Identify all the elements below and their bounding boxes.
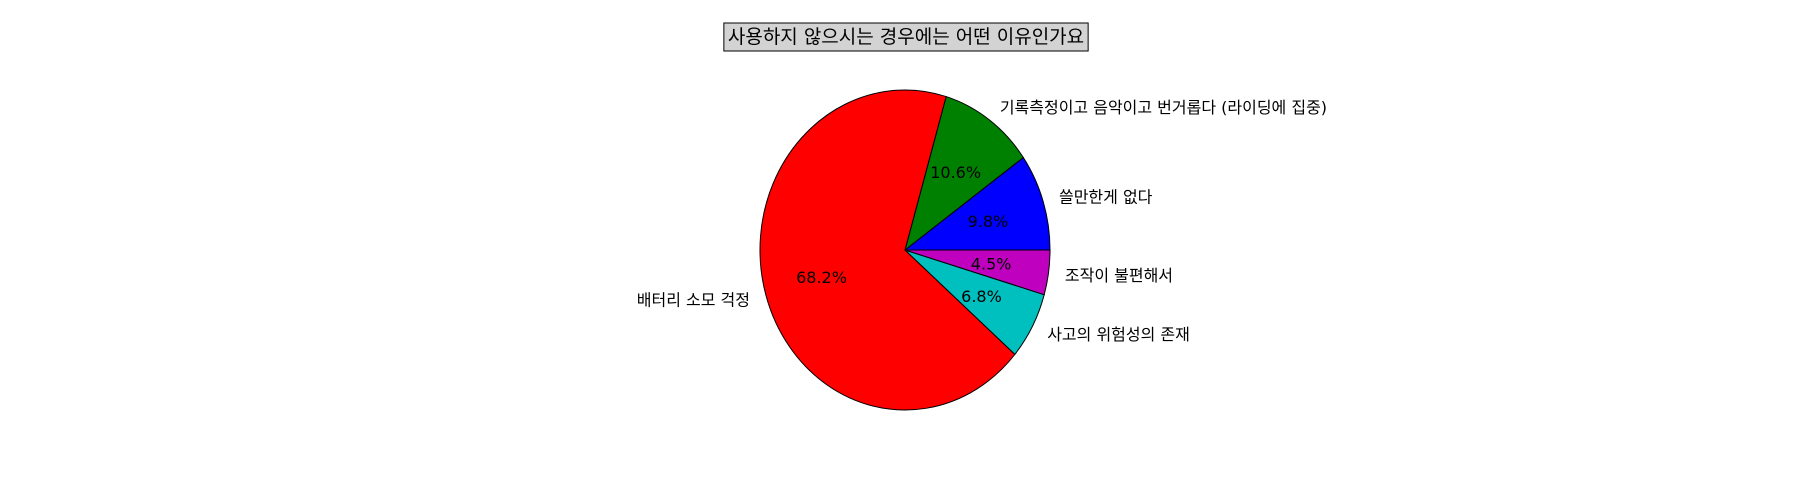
pie-slice-2 [904, 95, 1024, 252]
pie-category-label-5: 조작이 불편해서 [1065, 266, 1173, 285]
pie-pct-label-4: 6.8% [961, 287, 1002, 306]
pie-slices [759, 89, 1051, 411]
pie-slice-1 [903, 156, 1051, 251]
pie-category-label-3: 배터리 소모 걱정 [637, 291, 750, 310]
pie-pct-label-1: 9.8% [968, 212, 1009, 231]
pie-category-label-4: 사고의 위험성의 존재 [1047, 325, 1190, 344]
pie-labels: 9.8% 쓸만한게 없다 10.6% 기록측정이고 음악이고 번거롭다 (라이딩에 집… [637, 98, 1327, 344]
pie-category-label-2: 기록측정이고 음악이고 번거롭다 (라이딩에 집중) [1000, 98, 1327, 117]
chart-title-group: 사용하지 않으시는 경우에는 어떤 이유인가요 [723, 22, 1089, 52]
pie-pct-label-2: 10.6% [930, 163, 981, 182]
chart-title: 사용하지 않으시는 경우에는 어떤 이유인가요 [728, 26, 1084, 48]
pie-pct-label-5: 4.5% [971, 255, 1012, 274]
pie-pct-label-3: 68.2% [796, 268, 847, 287]
chart-title-box [723, 22, 1089, 52]
pie-slice-3 [759, 89, 1016, 411]
pie-slice-5 [904, 249, 1051, 296]
pie-category-label-1: 쓸만한게 없다 [1059, 188, 1153, 207]
